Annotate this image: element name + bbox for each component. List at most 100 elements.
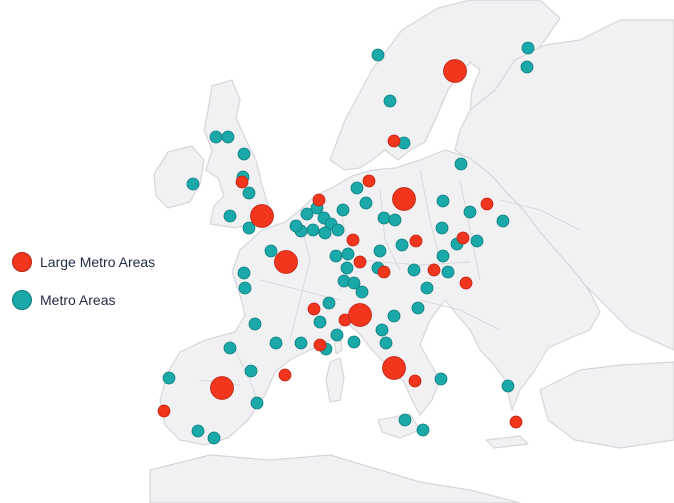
metro-area-marker-red (313, 338, 327, 352)
sardinia (325, 357, 345, 403)
metro-area-marker (330, 328, 344, 342)
metro-area-marker-red (353, 255, 367, 269)
metro-area-marker (436, 249, 450, 263)
metro-area-marker (340, 261, 354, 275)
metro-area-marker (359, 196, 373, 210)
metro-area-marker (186, 177, 200, 191)
metro-area-marker (191, 424, 205, 438)
large-metro-swatch-icon (12, 252, 32, 272)
metro-area-marker-red (278, 368, 292, 382)
scandinavia-landmass (329, 0, 561, 171)
legend-label-metro: Metro Areas (40, 292, 116, 308)
metro-area-marker (355, 285, 369, 299)
metro-area-marker (377, 211, 391, 225)
continental-europe (159, 149, 601, 446)
metro-area-marker-red (509, 415, 523, 429)
metro-area-marker (470, 234, 484, 248)
metro-area-marker (306, 223, 320, 237)
ireland (153, 145, 205, 209)
metro-area-marker-red (409, 234, 423, 248)
metro-area-marker (496, 214, 510, 228)
metro-swatch-icon (12, 290, 32, 310)
metro-area-marker (329, 249, 343, 263)
metro-area-marker (383, 94, 397, 108)
metro-area-marker (237, 147, 251, 161)
sicily (377, 413, 421, 439)
metro-area-marker (341, 247, 355, 261)
large-metro-area-marker (443, 59, 467, 83)
large-metro-area-marker (348, 303, 372, 327)
metro-area-marker (395, 238, 409, 252)
metro-area-marker-red (346, 233, 360, 247)
large-metro-area-marker (274, 250, 298, 274)
metro-area-marker-red (362, 174, 376, 188)
metro-area-marker (441, 265, 455, 279)
metro-area-marker (407, 263, 421, 277)
metro-area-marker-red (307, 302, 321, 316)
metro-area-marker (435, 221, 449, 235)
metro-area-marker (269, 336, 283, 350)
metro-area-marker-red (408, 374, 422, 388)
metro-area-marker (371, 48, 385, 62)
metro-area-marker (300, 207, 314, 221)
large-metro-area-marker (210, 376, 234, 400)
metro-area-marker (223, 209, 237, 223)
metro-area-marker (463, 205, 477, 219)
metro-area-marker (398, 413, 412, 427)
metro-area-marker (223, 341, 237, 355)
large-metro-area-marker (392, 187, 416, 211)
map-legend: Large Metro Areas Metro Areas (12, 250, 155, 326)
crete (485, 435, 529, 449)
metro-area-marker (434, 372, 448, 386)
metro-area-marker (347, 335, 361, 349)
metro-area-marker-red (456, 231, 470, 245)
metro-area-marker (379, 336, 393, 350)
metro-area-marker (387, 309, 401, 323)
large-metro-area-marker (250, 204, 274, 228)
metro-area-marker (373, 244, 387, 258)
metro-area-marker (294, 336, 308, 350)
metro-area-marker (520, 60, 534, 74)
metro-area-marker (162, 371, 176, 385)
metro-area-marker (436, 194, 450, 208)
metro-area-marker (242, 221, 256, 235)
legend-label-large-metro: Large Metro Areas (40, 254, 156, 270)
metro-area-marker (322, 296, 336, 310)
metro-area-marker (420, 281, 434, 295)
metro-area-marker (238, 281, 252, 295)
metro-area-marker (388, 213, 402, 227)
legend-item-metro: Metro Areas (12, 288, 155, 312)
metro-area-marker-red (235, 175, 249, 189)
metro-area-marker (318, 226, 332, 240)
metro-area-marker (221, 130, 235, 144)
metro-area-marker (237, 266, 251, 280)
metro-area-marker (242, 186, 256, 200)
metro-area-marker (416, 423, 430, 437)
large-metro-area-marker (382, 356, 406, 380)
metro-area-marker-red (157, 404, 171, 418)
metro-area-marker (501, 379, 515, 393)
metro-area-marker (289, 219, 303, 233)
metro-area-marker (375, 323, 389, 337)
metro-area-marker (350, 181, 364, 195)
metro-area-marker (336, 203, 350, 217)
metro-area-marker (207, 431, 221, 445)
metro-area-marker-red (480, 197, 494, 211)
north-africa (149, 454, 521, 503)
metro-area-marker (209, 130, 223, 144)
metro-markers (157, 41, 535, 445)
metro-area-marker-red (459, 276, 473, 290)
metro-area-marker-red (427, 263, 441, 277)
metro-area-marker (331, 223, 345, 237)
metro-area-marker (313, 315, 327, 329)
metro-area-marker (264, 244, 278, 258)
metro-area-marker (454, 157, 468, 171)
metro-area-marker (244, 364, 258, 378)
metro-area-marker-red (387, 134, 401, 148)
metro-area-marker (521, 41, 535, 55)
metro-area-marker (248, 317, 262, 331)
metro-area-marker (347, 276, 361, 290)
metro-area-marker-red (377, 265, 391, 279)
metro-area-marker (250, 396, 264, 410)
